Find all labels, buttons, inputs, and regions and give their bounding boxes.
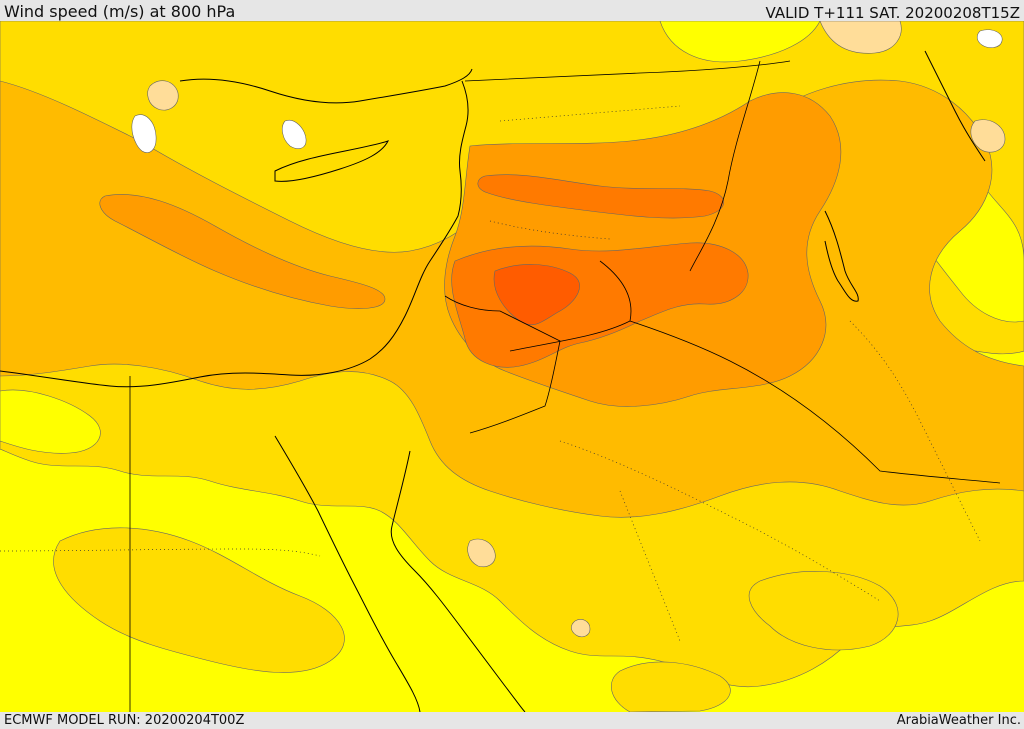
wind-contour-level-1-sw [611, 661, 731, 712]
map-svg [0, 21, 1024, 712]
weak-wind-zone-west [0, 389, 101, 454]
header-bar: Wind speed (m/s) at 800 hPa VALID T+111 … [0, 0, 1024, 22]
wind-contour-level-5-core [493, 264, 580, 326]
model-run-label: ECMWF MODEL RUN: 20200204T00Z [4, 713, 245, 728]
coastline-red-sea-east [390, 450, 526, 712]
calm-patch-aegean [131, 114, 157, 153]
wind-contour-level-1-se [748, 571, 899, 651]
coastline-cyprus [274, 140, 389, 182]
border-turkey-syria [464, 60, 791, 82]
calm-patch-east [976, 29, 1003, 48]
coastlines [0, 50, 986, 712]
coastline-north-africa [0, 80, 469, 388]
calm-patch-anatolia [281, 119, 307, 149]
border-iraq-syria [599, 260, 632, 322]
valid-time: VALID T+111 SAT. 20200208T15Z [765, 4, 1020, 22]
weak-wind-zone-north [659, 21, 821, 63]
wind-contour-level-1-south [53, 527, 345, 673]
coastline-red-sea-west [274, 435, 421, 712]
low-wind-patch-east [970, 119, 1006, 153]
low-wind-patch-northeast [819, 21, 902, 54]
coastline-caspian [924, 50, 986, 162]
internal-boundaries [0, 105, 981, 642]
map-title: Wind speed (m/s) at 800 hPa [4, 2, 236, 21]
coastline-turkey-south [179, 68, 473, 104]
wind-speed-map [0, 21, 1024, 712]
low-wind-patch-south [571, 619, 591, 638]
borders [129, 60, 1001, 712]
border-iran-iraq [689, 60, 761, 272]
border-saudi-iraq [509, 320, 1001, 484]
credit-label: ArabiaWeather Inc. [896, 713, 1021, 728]
coastline-gulf [824, 210, 859, 302]
low-wind-patch-anatolia [147, 80, 179, 111]
wind-contour-level-4-north [477, 174, 724, 219]
low-wind-patch-sinai [467, 538, 496, 568]
dotted-boundary-arabia-1 [559, 440, 881, 602]
dotted-boundary-arabia-2 [619, 490, 681, 642]
border-jordan-saudi [444, 295, 561, 434]
footer-bar: ECMWF MODEL RUN: 20200204T00Z ArabiaWeat… [0, 712, 1024, 729]
wind-band-mediterranean [99, 194, 386, 309]
dotted-boundary-egypt [0, 548, 321, 557]
dotted-boundary-syria [489, 220, 611, 240]
